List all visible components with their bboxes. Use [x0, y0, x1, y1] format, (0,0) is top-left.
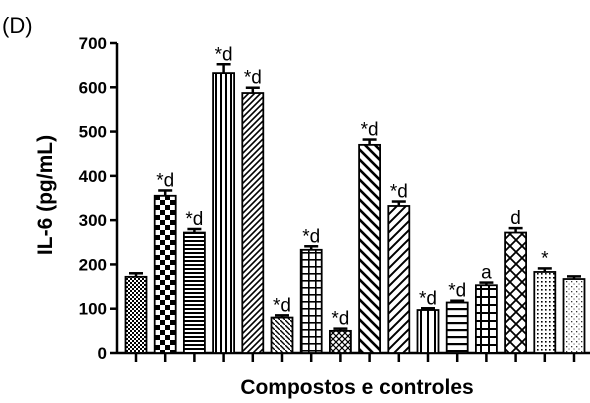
- bar: [533, 271, 557, 354]
- bar-group: a: [474, 263, 498, 354]
- bar-group: *: [533, 248, 557, 354]
- bar: [124, 275, 148, 354]
- significance-label: *d: [448, 281, 466, 302]
- significance-label: *d: [331, 309, 349, 330]
- y-tick-label: 700: [79, 34, 107, 53]
- bar: [241, 92, 265, 354]
- bar-group: *d: [445, 281, 469, 354]
- bar-group: [562, 275, 586, 354]
- significance-label: *d: [390, 182, 408, 203]
- significance-label: a: [481, 263, 492, 284]
- bar-group: d: [504, 208, 528, 354]
- bars-group: *d *d *d *d *d *d *d *d *d *d *d a d *: [124, 44, 586, 354]
- bar-group: *d: [416, 288, 440, 354]
- significance-label: *d: [361, 120, 379, 141]
- bar: [270, 316, 294, 354]
- bar-group: *d: [241, 68, 265, 354]
- x-axis-title: Compostos e controles: [240, 376, 473, 399]
- y-tick-label: 500: [79, 123, 107, 142]
- significance-label: d: [510, 208, 521, 229]
- bar-group: *d: [358, 120, 382, 354]
- bar-group: *d: [328, 309, 352, 354]
- bar: [474, 284, 498, 354]
- bar-group: [124, 272, 148, 354]
- bar: [182, 231, 206, 354]
- significance-label: *d: [273, 295, 291, 316]
- bar-group: *d: [212, 44, 236, 354]
- bar-group: *d: [299, 226, 323, 354]
- y-tick-label: 600: [79, 78, 107, 97]
- significance-label: *d: [156, 170, 174, 191]
- bar: [328, 329, 352, 354]
- significance-label: *: [541, 248, 549, 269]
- bar: [212, 72, 236, 354]
- y-tick-label: 400: [79, 167, 107, 186]
- y-tick-label: 0: [98, 344, 107, 363]
- bar-group: *d: [153, 170, 177, 354]
- x-axis: [117, 351, 590, 362]
- panel-label: (D): [2, 13, 33, 38]
- bar-group: *d: [182, 209, 206, 354]
- bar: [387, 205, 411, 354]
- significance-label: *d: [419, 288, 437, 309]
- significance-label: *d: [302, 226, 320, 247]
- bar: [562, 278, 586, 354]
- significance-label: *d: [215, 44, 233, 65]
- bar: [504, 231, 528, 354]
- bar: [358, 143, 382, 354]
- y-axis-title: IL-6 (pg/mL): [34, 135, 57, 255]
- y-tick-label: 300: [79, 211, 107, 230]
- bar: [299, 248, 323, 354]
- bar-group: *d: [270, 295, 294, 354]
- y-tick-label: 200: [79, 255, 107, 274]
- bar: [416, 309, 440, 354]
- y-tick-label: 100: [79, 300, 107, 319]
- significance-label: *d: [244, 68, 262, 89]
- y-axis: 0 100 200 300 400 500 600 700: [79, 34, 119, 363]
- bar-group: *d: [387, 182, 411, 354]
- bar: [153, 194, 177, 354]
- significance-label: *d: [185, 209, 203, 230]
- bar: [445, 301, 469, 354]
